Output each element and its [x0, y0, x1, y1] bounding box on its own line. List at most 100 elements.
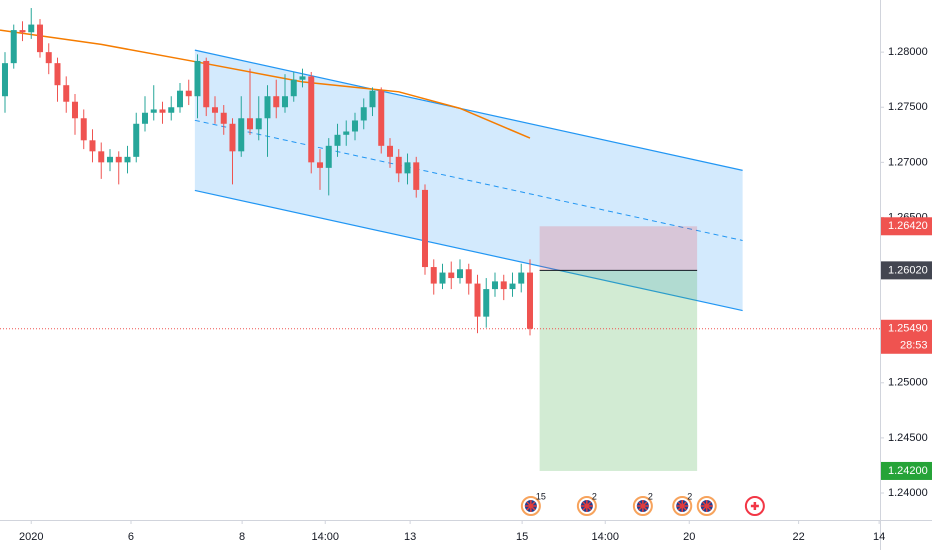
y-tick-label: 1.27500: [888, 101, 928, 113]
x-tick-label: 6: [128, 531, 134, 543]
candle-body: [334, 134, 341, 146]
candle-body: [351, 120, 358, 132]
candle-body: [316, 162, 323, 168]
price-label: 1.26420: [888, 220, 928, 232]
y-tick-label: 1.24000: [888, 487, 928, 499]
x-tick-label: 14: [873, 531, 885, 543]
last-price-label: 1.25490: [888, 323, 928, 335]
candle-body: [10, 30, 17, 64]
candle-body: [80, 118, 87, 141]
candle-body: [421, 189, 428, 268]
candle-body: [439, 272, 446, 284]
channel-median: [194, 119, 743, 241]
candle-body: [124, 156, 131, 163]
candle-body: [500, 281, 507, 290]
candle-body: [430, 267, 437, 284]
x-tick-label: 14:00: [311, 531, 339, 543]
candle-body: [246, 118, 253, 130]
y-tick-label: 1.28000: [888, 46, 928, 58]
candle-body: [71, 101, 78, 119]
event-marker[interactable]: 2: [576, 491, 597, 516]
event-marker[interactable]: [744, 496, 765, 516]
candle-body: [308, 76, 315, 163]
candle-body: [518, 272, 525, 284]
price-label: 1.26020: [888, 264, 928, 276]
price-label-box: [881, 217, 932, 236]
candle-body: [115, 156, 122, 163]
candle-body: [448, 272, 455, 279]
candle-body: [98, 151, 105, 163]
candle-body: [465, 269, 472, 284]
candle-body: [325, 145, 332, 168]
candle-body: [168, 107, 175, 113]
channel-lower: [194, 189, 743, 312]
candle-body: [386, 145, 393, 157]
x-tick-label: 2020: [19, 531, 43, 543]
candle-body: [509, 283, 516, 290]
price-label: 1.24200: [888, 465, 928, 477]
target-zone: [539, 270, 698, 471]
y-tick-label: 1.27000: [888, 156, 928, 168]
flag-cross: [580, 500, 593, 512]
event-marker[interactable]: 2: [632, 491, 653, 516]
x-tick-label: 13: [404, 531, 416, 543]
x-tick-label: 8: [239, 531, 245, 543]
candle-body: [474, 283, 481, 317]
flag-cross: [700, 500, 713, 512]
candle-body: [491, 281, 498, 290]
candle-body: [141, 112, 148, 124]
x-tick-label: 15: [516, 531, 528, 543]
candle-body: [150, 109, 157, 113]
candle-body: [378, 90, 385, 146]
candle-body: [211, 107, 218, 113]
candle-body: [238, 118, 245, 152]
event-count: 2: [687, 491, 692, 501]
candle-body: [395, 156, 402, 174]
event-icon: [750, 502, 759, 510]
event-count: 15: [536, 491, 546, 501]
channel-upper: [194, 49, 743, 171]
event-count: 2: [592, 491, 597, 501]
candle-body: [45, 52, 52, 64]
candle-body: [220, 112, 227, 124]
flag-cross: [636, 500, 649, 512]
flag-cross: [524, 500, 537, 512]
price-label-box: [881, 461, 932, 480]
candle-body: [194, 60, 201, 97]
candle-body: [526, 272, 533, 329]
flag-cross: [676, 500, 689, 512]
event-marker[interactable]: 2: [672, 491, 692, 516]
candle-body: [19, 30, 26, 33]
x-tick-label: 20: [683, 531, 695, 543]
candle-body: [1, 63, 8, 97]
candle-body: [185, 90, 192, 97]
candle-body: [176, 90, 183, 108]
stop-zone: [539, 226, 698, 271]
price-label-box: [881, 261, 932, 280]
candle-body: [54, 63, 61, 86]
last-price-box: [881, 319, 932, 354]
candle-body: [343, 131, 350, 135]
candle-body: [28, 24, 35, 33]
candle-body: [369, 90, 376, 108]
y-tick-label: 1.24500: [888, 432, 928, 444]
candle-body: [413, 162, 420, 190]
candle-body: [203, 60, 210, 108]
candle-body: [63, 85, 70, 102]
candle-body: [299, 76, 306, 80]
event-marker[interactable]: [696, 496, 717, 516]
candle-body: [483, 289, 490, 317]
candle-body: [89, 140, 96, 152]
event-count: 2: [648, 491, 653, 501]
x-tick-label: 22: [792, 531, 804, 543]
candle-body: [36, 24, 43, 53]
candle-body: [273, 96, 280, 108]
candle-body: [159, 109, 166, 113]
candle-body: [404, 162, 411, 174]
event-marker[interactable]: 15: [520, 491, 546, 516]
candle-body: [264, 96, 271, 119]
candle-body: [456, 269, 463, 279]
candle-body: [133, 123, 140, 157]
candle-body: [360, 107, 367, 121]
